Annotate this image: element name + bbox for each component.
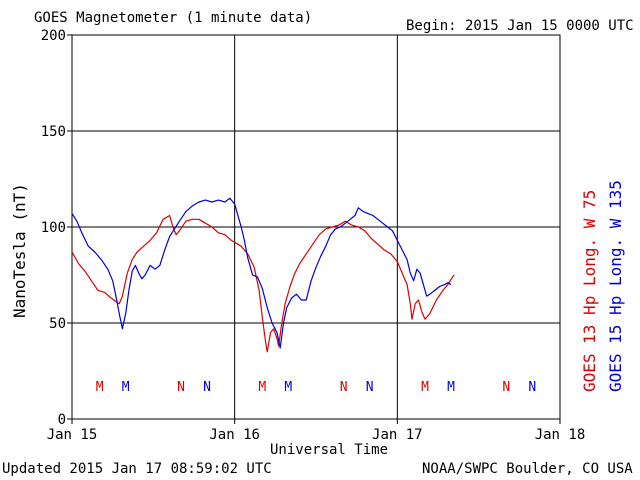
marker-label-m: M <box>284 380 292 395</box>
marker-label-n: N <box>177 380 185 395</box>
marker-label-n: N <box>340 380 348 395</box>
legend-goes13: GOES 13 Hp Long. W 75 <box>580 189 599 392</box>
y-tick-label: 50 <box>49 316 66 332</box>
data-source: NOAA/SWPC Boulder, CO USA <box>422 461 633 477</box>
marker-label-n: N <box>502 380 510 395</box>
y-tick-label: 200 <box>41 28 66 44</box>
legend-goes15: GOES 15 Hp Long. W 135 <box>606 180 625 392</box>
x-axis-label: Universal Time <box>270 442 389 458</box>
marker-label-m: M <box>447 380 455 395</box>
series-line-goes15 <box>71 197 452 349</box>
y-tick-label: 100 <box>41 220 66 236</box>
marker-label-m: M <box>122 380 130 395</box>
y-tick-label: 150 <box>41 124 66 140</box>
marker-label-n: N <box>203 380 211 395</box>
x-tick-label: Jan 17 <box>372 427 423 443</box>
marker-label-m: M <box>96 380 104 395</box>
updated-timestamp: Updated 2015 Jan 17 08:59:02 UTC <box>2 461 272 477</box>
y-axis-label: NanoTesla (nT) <box>10 183 29 318</box>
series-line-goes13 <box>71 214 455 353</box>
begin-time: Begin: 2015 Jan 15 0000 UTC <box>406 18 634 34</box>
x-tick-label: Jan 16 <box>209 427 260 443</box>
marker-label-m: M <box>258 380 266 395</box>
marker-label-n: N <box>366 380 374 395</box>
chart-title: GOES Magnetometer (1 minute data) <box>34 10 313 26</box>
x-tick-label: Jan 15 <box>47 427 98 443</box>
marker-label-m: M <box>421 380 429 395</box>
y-tick-label: 0 <box>58 412 66 428</box>
x-tick-label: Jan 18 <box>535 427 586 443</box>
marker-label-n: N <box>528 380 536 395</box>
